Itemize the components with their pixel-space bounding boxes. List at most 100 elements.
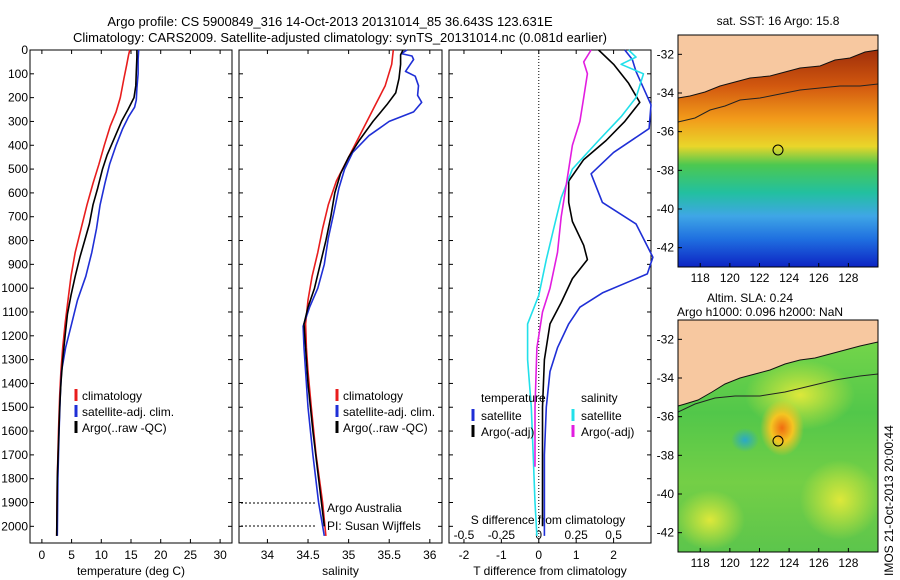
sal-series-satellite-adj-clim-	[302, 49, 423, 537]
diff-xtick-label: 1	[573, 548, 580, 562]
sal-xtick-label: 34	[261, 548, 275, 562]
depth-tick-label: 200	[8, 91, 28, 105]
sal-xtick-label: 34.5	[296, 548, 320, 562]
depth-tick-label: 800	[8, 234, 28, 248]
sst-map-title: sat. SST: 16 Argo: 15.8	[717, 14, 840, 28]
sal-series-argo-raw-qc-	[303, 49, 404, 527]
sst-map-lon-label: 124	[779, 271, 799, 285]
temp-xtick-label: 20	[154, 548, 168, 562]
sla-map-lat-label: -40	[657, 487, 675, 501]
sla-map-lat-label: -42	[657, 526, 675, 540]
sla-map-coastline	[678, 341, 878, 407]
sla-map-lat-label: -34	[657, 371, 675, 385]
s-diff-tick-label: 0	[535, 528, 542, 542]
sal-axes-frame	[238, 49, 443, 544]
sal-xtick-label: 36	[423, 548, 437, 562]
temp-xlabel: temperature (deg C)	[77, 564, 185, 578]
sla-map-lat-label: -32	[657, 332, 675, 346]
diff-legend-label: Argo(-adj)	[481, 425, 534, 439]
sla-map-hotspot	[760, 400, 804, 456]
sla-map: Altim. SLA: 0.24 Argo h1000: 0.096 h2000…	[657, 291, 879, 570]
diff-series-s-argo-adj-	[534, 49, 592, 467]
sst-map-lon-label: 126	[809, 271, 829, 285]
depth-tick-label: 100	[8, 67, 28, 81]
sla-map-blue-anomaly	[731, 428, 759, 452]
sst-map-land	[678, 35, 878, 98]
temp-legend-label: climatology	[82, 389, 142, 403]
sal-xtick-label: 35	[342, 548, 356, 562]
sla-map-yellow-anomaly-2	[800, 460, 878, 540]
depth-tick-label: 400	[8, 138, 28, 152]
depth-tick-label: 1300	[1, 353, 28, 367]
sst-map-lat-label: -32	[657, 47, 675, 61]
temp-axes-frame	[29, 49, 233, 544]
sla-map-lon-label: 124	[779, 556, 799, 570]
depth-tick-label: 700	[8, 210, 28, 224]
depth-tick-label: 1900	[1, 496, 28, 510]
sst-map-lat-label: -40	[657, 202, 675, 216]
sla-map-title-line2: Argo h1000: 0.096 h2000: NaN	[677, 305, 843, 319]
salinity-panel: 34 34.5 35 35.5 36 salinity climatology satelli…	[238, 49, 443, 578]
sst-map-lat-label: -38	[657, 163, 675, 177]
sst-map-argo-marker	[772, 144, 784, 156]
temp-xtick-label: 15	[124, 548, 138, 562]
diff-legend-label: satellite	[481, 409, 522, 423]
figure-title-line2: Climatology: CARS2009. Satellite-adjuste…	[73, 30, 607, 45]
s-diff-tick-label: -0.25	[488, 528, 516, 542]
sst-map-lat-label: -36	[657, 125, 675, 139]
diff-legend-label: Argo(-adj)	[581, 425, 634, 439]
sla-map-lon-label: 122	[749, 556, 769, 570]
sla-map-lat-label: -36	[657, 410, 675, 424]
depth-tick-label: 2000	[1, 519, 28, 533]
diff-xtick-label: 2	[610, 548, 617, 562]
diff-legend-label: satellite	[581, 409, 622, 423]
imos-stamp: IMOS 21-Oct-2013 20:00:44	[882, 425, 896, 576]
sst-map-lon-label: 128	[838, 271, 858, 285]
sst-map-lat-label: -34	[657, 86, 675, 100]
depth-tick-label: 300	[8, 114, 28, 128]
sal-xlabel: salinity	[322, 564, 359, 578]
s-diff-tick-label: 0.5	[605, 528, 622, 542]
sal-legend-label: satellite-adj. clim.	[343, 405, 435, 419]
diff-legend-salinity-title: salinity	[581, 391, 618, 405]
depth-tick-label: 1200	[1, 329, 28, 343]
diff-xlabel: T difference from climatology	[473, 564, 627, 578]
sla-map-lon-label: 118	[691, 556, 710, 570]
sal-series-climatology	[304, 49, 395, 536]
depth-tick-label: 500	[8, 162, 28, 176]
difference-panel: -2 -1 0 1 2 T difference from climatology S di…	[448, 49, 654, 578]
depth-tick-label: 1400	[1, 376, 28, 390]
sla-map-isobath	[678, 373, 878, 413]
temperature-panel: 0100200300400500600700800900100011001200…	[1, 43, 233, 578]
temp-series-argo-raw-qc-	[55, 50, 138, 536]
sla-map-land	[678, 320, 878, 406]
annotation-argo-australia: Argo Australia	[327, 501, 402, 515]
diff-series-t-satellite	[543, 49, 654, 536]
sla-map-lon-label: 120	[720, 556, 740, 570]
depth-tick-label: 1000	[1, 281, 28, 295]
depth-tick-label: 1700	[1, 448, 28, 462]
sal-legend-label: Argo(..raw -QC)	[343, 421, 428, 435]
sst-map-coastline	[678, 49, 878, 99]
sla-map-yellow-anomaly-3	[678, 490, 745, 550]
diff-axes-frame	[448, 49, 652, 544]
sla-map-frame	[677, 319, 879, 553]
temp-xtick-label: 10	[95, 548, 109, 562]
depth-tick-label: 600	[8, 186, 28, 200]
sla-map-argo-marker	[772, 435, 784, 447]
temp-legend-label: satellite-adj. clim.	[82, 405, 174, 419]
sst-map-lon-label: 122	[749, 271, 769, 285]
temp-xtick-label: 0	[39, 548, 46, 562]
sal-xtick-label: 35.5	[378, 548, 402, 562]
sla-map-title-line1: Altim. SLA: 0.24	[707, 291, 793, 305]
sst-map-frame	[677, 34, 879, 268]
sla-map-lon-label: 128	[838, 556, 858, 570]
s-diff-tick-label: 0.25	[565, 528, 589, 542]
temp-xtick-label: 30	[213, 548, 227, 562]
sla-map-lon-label: 126	[809, 556, 829, 570]
depth-tick-label: 1500	[1, 400, 28, 414]
sst-map-lat-label: -42	[657, 241, 675, 255]
sal-legend-label: climatology	[343, 389, 403, 403]
diff-xtick-label: -1	[496, 548, 507, 562]
